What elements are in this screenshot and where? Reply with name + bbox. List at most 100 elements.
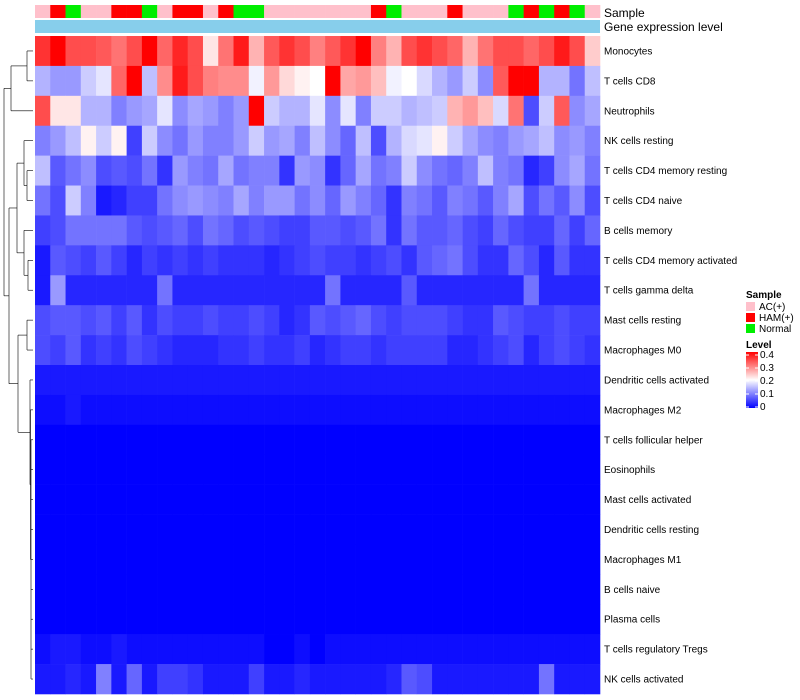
heatmap-cell (233, 125, 250, 156)
heatmap-cell (355, 155, 372, 186)
heatmap-cell (172, 664, 189, 695)
heatmap-cell (187, 424, 204, 456)
heatmap-cell (279, 95, 295, 127)
heatmap-cell (432, 95, 448, 127)
heatmap-cell (355, 125, 372, 156)
heatmap-cell (370, 36, 387, 67)
heatmap-cell (80, 604, 97, 635)
heatmap-cell (370, 634, 387, 665)
heatmap-cell (141, 36, 158, 67)
heatmap-cell (416, 125, 433, 156)
heatmap-cell (294, 394, 311, 426)
row-label: T cells regulatory Tregs (604, 645, 708, 656)
heatmap-cell (126, 245, 143, 276)
heatmap-cell (569, 454, 586, 485)
heatmap-cell (172, 544, 189, 575)
legend-sample-title: Sample (746, 290, 782, 301)
heatmap-cell (523, 245, 540, 276)
heatmap-cell (325, 664, 341, 695)
heatmap-cell (233, 514, 250, 545)
heatmap-cell (508, 36, 524, 67)
heatmap-cell (233, 454, 250, 485)
heatmap-cell (141, 484, 158, 515)
heatmap-cell (35, 394, 51, 426)
heatmap-cell (569, 215, 586, 246)
heatmap-cell (355, 424, 372, 456)
heatmap-cell (172, 335, 189, 366)
heatmap-cell (248, 454, 265, 485)
row-label: Macrophages M1 (604, 555, 682, 566)
sample-annotation-cell (493, 5, 509, 18)
heatmap-cell (432, 574, 448, 605)
heatmap-cell (447, 185, 463, 216)
heatmap-cell (264, 125, 280, 156)
heatmap-cell (370, 394, 387, 426)
heatmap-cell (172, 36, 189, 67)
heatmap-cell (493, 664, 509, 695)
heatmap-cell (202, 664, 219, 695)
heatmap-cell (294, 36, 311, 67)
sample-annotation-label: Sample (604, 6, 645, 20)
heatmap-cell (279, 125, 295, 156)
heatmap-cell (325, 394, 341, 426)
heatmap-cell (65, 544, 82, 575)
heatmap-cell (584, 604, 601, 635)
heatmap-cell (493, 634, 509, 665)
heatmap-cell (141, 95, 158, 127)
heatmap-cell (462, 275, 479, 306)
heatmap-cell (65, 574, 82, 605)
legend-swatch-ham (746, 313, 755, 322)
heatmap-cell (447, 245, 463, 276)
heatmap-cell (325, 215, 341, 246)
sample-annotation-cell (447, 5, 463, 18)
heatmap-cell (50, 36, 66, 67)
heatmap-cell (218, 155, 234, 186)
heatmap-cell (294, 245, 311, 276)
heatmap-cell (462, 574, 479, 605)
sample-annotation-cell (126, 5, 143, 18)
heatmap-cell (35, 514, 51, 545)
heatmap-cell (432, 155, 448, 186)
heatmap-cell (126, 365, 143, 396)
heatmap-cell (340, 305, 356, 336)
heatmap-cell (340, 604, 356, 635)
heatmap-cell (477, 424, 494, 456)
heatmap-cell (141, 544, 158, 575)
heatmap-cell (202, 335, 219, 366)
heatmap-cell (523, 185, 540, 216)
heatmap-cell (416, 664, 433, 695)
heatmap-cell (386, 36, 402, 67)
heatmap-cell (248, 484, 265, 515)
heatmap-cell (309, 185, 326, 216)
heatmap-cell (187, 454, 204, 485)
heatmap-cell (370, 125, 387, 156)
heatmap-cell (416, 604, 433, 635)
heatmap-cell (233, 634, 250, 665)
heatmap-cell (523, 65, 540, 97)
heatmap-cell (141, 514, 158, 545)
heatmap-cell (141, 365, 158, 396)
heatmap-cell (157, 574, 173, 605)
heatmap-cell (264, 544, 280, 575)
legend-level-tick: 0.4 (760, 350, 774, 361)
heatmap-cell (264, 335, 280, 366)
heatmap-cell (50, 365, 66, 396)
heatmap-cell (325, 604, 341, 635)
heatmap-cell (355, 215, 372, 246)
heatmap-cell (65, 514, 82, 545)
legend-label-normal: Normal (759, 324, 791, 335)
heatmap-cell (477, 634, 494, 665)
heatmap-cell (584, 454, 601, 485)
heatmap-cell (248, 95, 265, 127)
heatmap-cell (65, 604, 82, 635)
heatmap-cell (157, 664, 173, 695)
heatmap-cell (264, 424, 280, 456)
heatmap-cell (508, 634, 524, 665)
heatmap-cell (279, 424, 295, 456)
heatmap-cell (401, 155, 418, 186)
heatmap-cell (584, 664, 601, 695)
heatmap-cell (523, 36, 540, 67)
heatmap-cell (141, 275, 158, 306)
heatmap-cell (111, 664, 127, 695)
heatmap-cell (218, 275, 234, 306)
